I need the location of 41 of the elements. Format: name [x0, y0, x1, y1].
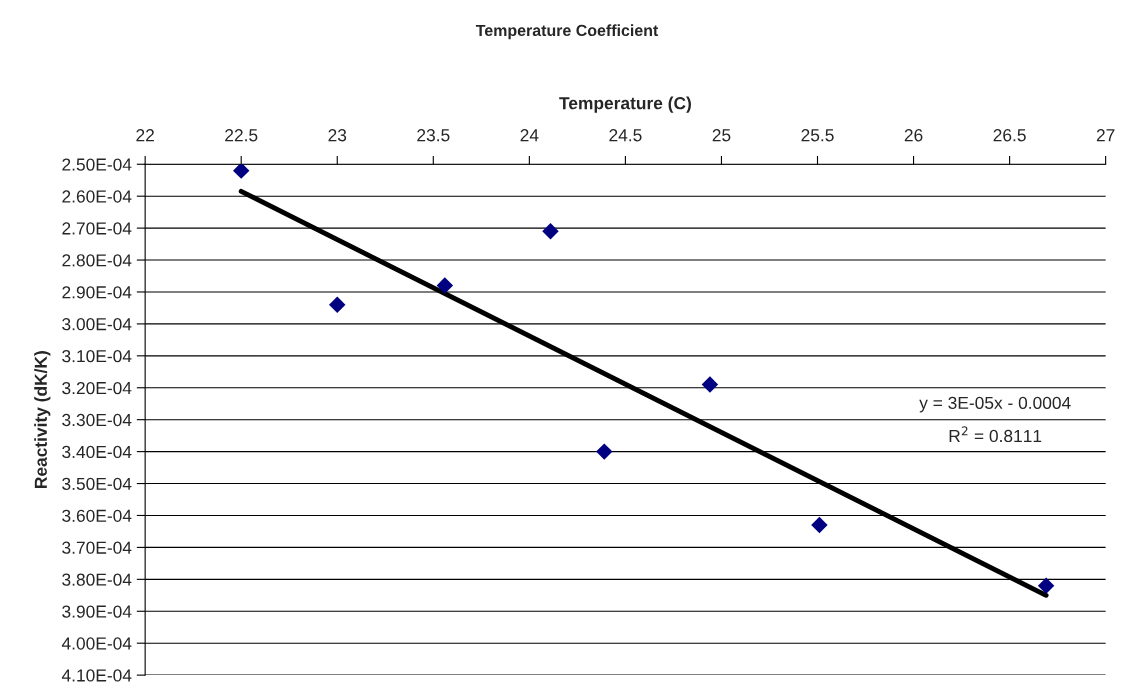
x-tick-label: 26.5 [993, 129, 1026, 142]
point [811, 516, 828, 534]
point [436, 277, 454, 294]
y-tick-label: 4.00E-04 [61, 637, 132, 650]
y-tick-label: 4.10E-04 [61, 669, 132, 682]
y-tick-label: 3.30E-04 [62, 413, 132, 427]
y-axis-title: Reactivity (dK/K) [34, 351, 51, 488]
point [596, 443, 613, 460]
x-tick-label: 24.5 [609, 129, 642, 142]
x-tick-label: 27 [1096, 129, 1115, 142]
y-tick-label: 2.70E-04 [62, 222, 132, 235]
point [329, 296, 346, 313]
x-tick-label: 25 [712, 129, 731, 142]
y-tick-label: 2.50E-04 [62, 158, 132, 171]
y-tick-label: 3.10E-04 [62, 350, 132, 363]
y-tick-label: 3.50E-04 [62, 477, 132, 491]
y-tick-label: 2.60E-04 [62, 190, 132, 203]
y-tick-label: 3.40E-04 [62, 445, 132, 459]
x-tick-label: 26 [904, 129, 923, 142]
x-axis-title: Temperature (C) [559, 96, 691, 113]
point [542, 223, 559, 240]
x-tick-label: 23 [328, 129, 347, 142]
x-tick-label: 22.5 [225, 129, 258, 142]
y-tick-label: 3.00E-04 [62, 318, 132, 331]
annotation: R$^{2}$ = 0.8111 [949, 426, 1042, 443]
y-tick-label: 2.90E-04 [62, 286, 132, 299]
x-tick-label: 23.5 [417, 129, 450, 142]
x-tick-label: 24 [520, 129, 539, 142]
y-tick-label: 2.80E-04 [62, 254, 132, 267]
point [1037, 577, 1055, 594]
y-tick-label: 3.60E-04 [62, 509, 132, 522]
point [701, 376, 719, 393]
x-tick-label: 22 [136, 129, 154, 142]
point [232, 164, 250, 179]
x-tick-label: 25.5 [801, 129, 834, 142]
y-tick-label: 3.20E-04 [62, 381, 132, 395]
y-tick-label: 3.80E-04 [62, 573, 132, 586]
annotation: y = 3E-05x - 0.0004 [919, 396, 1071, 413]
chart-title: Temperature Coefficient [475, 24, 659, 40]
y-tick-label: 3.90E-04 [62, 605, 132, 618]
y-tick-label: 3.70E-04 [62, 541, 132, 554]
